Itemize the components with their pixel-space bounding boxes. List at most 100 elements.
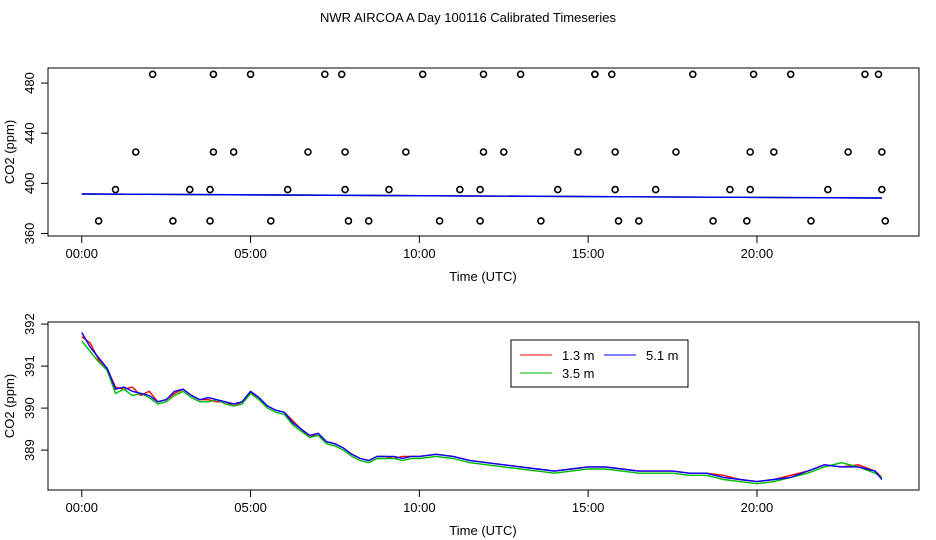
calibration-point (304, 148, 312, 156)
calibration-point (611, 148, 619, 156)
calibration-point (874, 70, 883, 79)
calibration-point (861, 70, 869, 79)
bottom-series-1-3-m (81, 336, 883, 483)
calibration-point (591, 70, 599, 79)
calibration-point (878, 148, 886, 156)
calibration-point (634, 217, 643, 225)
legend: 1.3 m 3.5 m 5.1 m (510, 339, 689, 388)
calibration-point (131, 148, 140, 156)
calibration-point (229, 148, 238, 156)
calibration-point (746, 185, 755, 194)
calibration-point (111, 185, 120, 194)
calibration-point (385, 185, 393, 194)
calibration-point (246, 70, 255, 79)
top-x-tick-label: 15:00 (572, 246, 605, 261)
calibration-point (824, 185, 832, 194)
calibration-point (209, 148, 218, 156)
calibration-point (878, 185, 886, 194)
calibration-point (344, 217, 353, 225)
top-y-axis: 360 400 440 480 (22, 72, 49, 245)
bot-y-tick-label: 391 (22, 355, 37, 377)
bottom-x-axis-label: Time (UTC) (449, 523, 516, 538)
calibration-point (476, 217, 484, 225)
calibration-point (283, 185, 292, 194)
calibration-point (341, 185, 349, 194)
top-x-tick-label: 10:00 (403, 246, 436, 261)
calibration-point (169, 217, 177, 225)
calibration-point (206, 185, 214, 194)
calibration-point (341, 148, 349, 156)
calibration-point (743, 217, 751, 225)
top-series-lines (81, 193, 882, 199)
calibration-point (476, 185, 484, 194)
bot-y-tick-label: 389 (22, 439, 37, 461)
top-x-tick-label: 05:00 (234, 246, 267, 261)
top-x-axis: 00:00 05:00 10:00 15:00 20:00 (65, 235, 774, 261)
top-y-tick-label: 480 (22, 72, 37, 94)
bot-y-tick-label: 392 (22, 313, 37, 335)
top-x-axis-label: Time (UTC) (449, 269, 516, 284)
top-x-tick-label: 00:00 (65, 246, 98, 261)
calibration-point (206, 217, 214, 225)
bot-y-tick-label: 390 (22, 397, 37, 419)
legend-label-1-3m: 1.3 m (562, 348, 595, 363)
top-y-tick-label: 400 (22, 172, 37, 194)
calibration-point (479, 148, 488, 156)
calibration-point (770, 148, 778, 156)
calibration-point (881, 217, 890, 225)
legend-label-5-1m: 5.1 m (646, 348, 679, 363)
calibration-point (709, 217, 717, 225)
calibration-point (267, 217, 275, 225)
calibration-point (746, 148, 755, 156)
top-calibration-points (94, 70, 890, 225)
calibration-point (148, 70, 157, 79)
bottom-series-lines (81, 332, 883, 485)
calibration-point (611, 185, 619, 194)
legend-box (510, 339, 689, 388)
legend-label-3-5m: 3.5 m (562, 366, 595, 381)
calibration-point (786, 70, 795, 79)
bottom-panel: 00:00 05:00 10:00 15:00 20:00 389 390 391 392 T… (2, 313, 920, 538)
calibration-point (185, 185, 194, 194)
calibration-point (651, 185, 660, 194)
calibration-point (672, 148, 680, 156)
bottom-y-axis: 389 390 391 392 (22, 313, 49, 461)
calibration-point (749, 70, 758, 79)
bottom-x-axis: 00:00 05:00 10:00 15:00 20:00 (65, 489, 774, 515)
bot-x-tick-label: 00:00 (65, 500, 98, 515)
chart-title: NWR AIRCOA A Day 100116 Calibrated Times… (320, 10, 616, 25)
bottom-series-5-1-m (81, 332, 883, 483)
calibration-point (479, 70, 488, 79)
bot-x-tick-label: 05:00 (234, 500, 267, 515)
calibration-point (402, 148, 410, 156)
top-y-tick-label: 360 (22, 223, 37, 245)
calibration-point (337, 70, 346, 79)
top-x-tick-label: 20:00 (741, 246, 774, 261)
top-series-5-1-m (81, 193, 882, 199)
calibration-point (537, 217, 545, 225)
calibration-point (726, 185, 734, 194)
top-panel: 00:00 05:00 10:00 15:00 20:00 360 400 440 480 T… (2, 67, 920, 284)
calibration-point (807, 217, 815, 225)
calibration-point (614, 217, 623, 225)
bottom-series-3-5-m (81, 340, 883, 485)
calibration-point (574, 148, 582, 156)
bottom-y-axis-label: CO2 (ppm) (2, 374, 17, 438)
calibration-point (435, 217, 444, 225)
top-y-axis-label: CO2 (ppm) (2, 120, 17, 184)
top-y-tick-label: 440 (22, 122, 37, 144)
calibration-point (418, 70, 427, 79)
bot-x-tick-label: 15:00 (572, 500, 605, 515)
calibration-point (209, 70, 218, 79)
calibration-point (499, 148, 508, 156)
calibration-point (607, 70, 616, 79)
calibration-point (94, 217, 103, 225)
calibration-point (321, 70, 329, 79)
calibration-point (689, 70, 697, 79)
calibration-point (456, 185, 464, 194)
calibration-point (553, 185, 562, 194)
calibration-point (516, 70, 525, 79)
calibration-point (844, 148, 852, 156)
bot-x-tick-label: 20:00 (741, 500, 774, 515)
